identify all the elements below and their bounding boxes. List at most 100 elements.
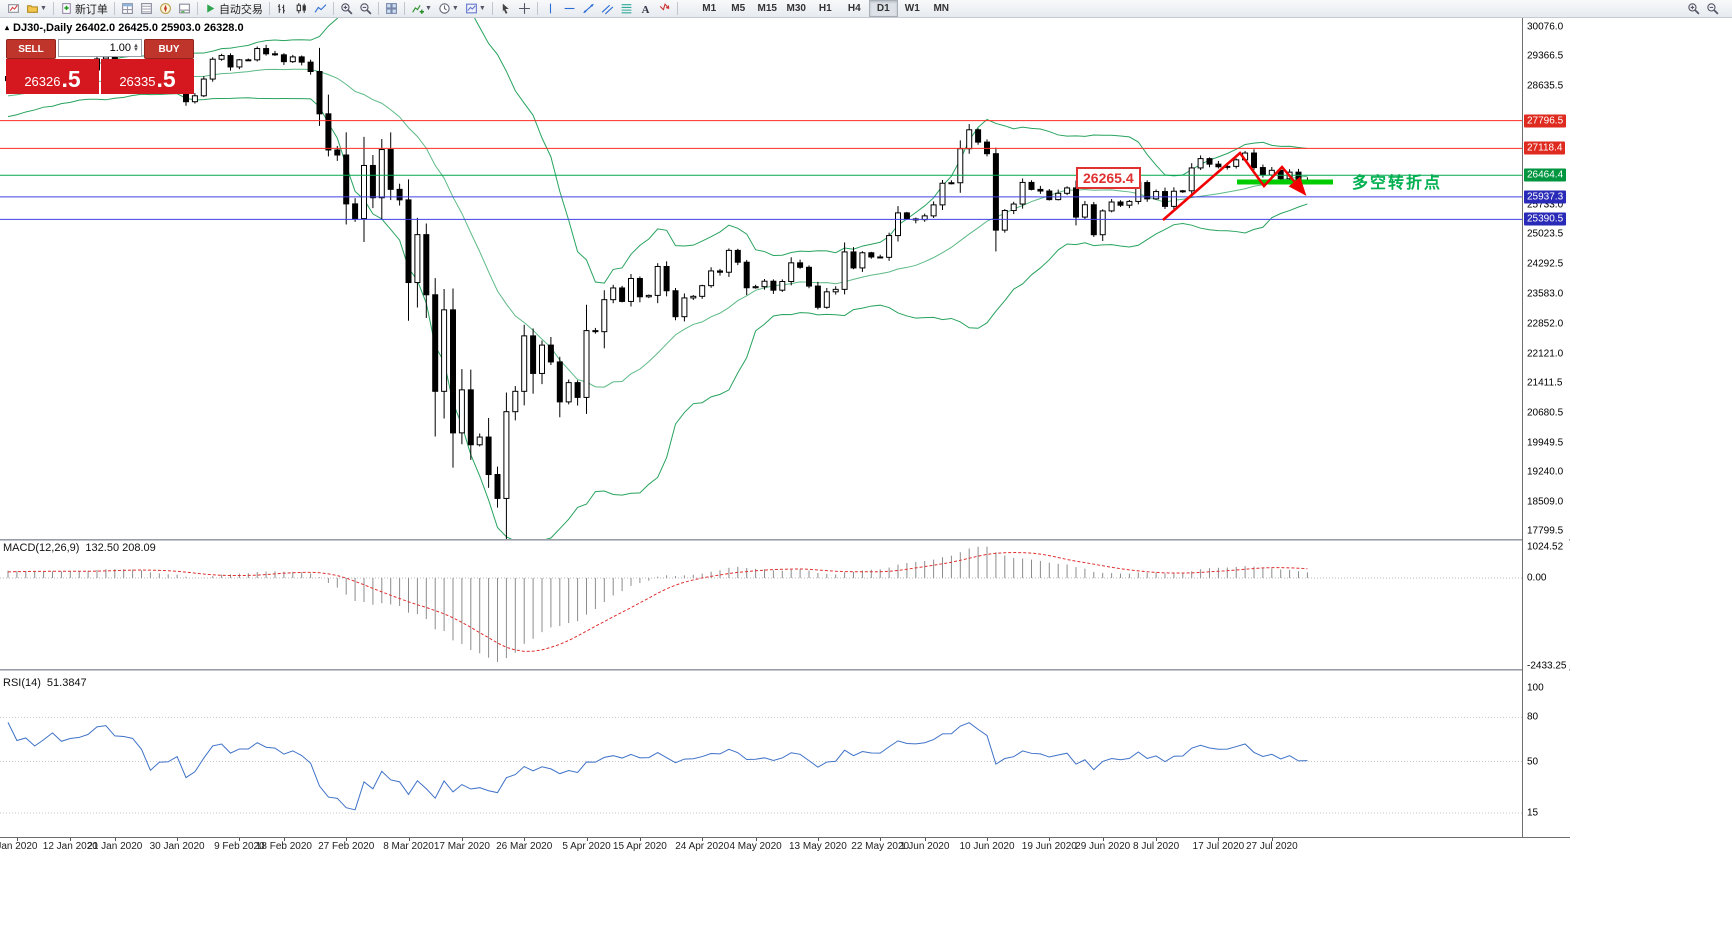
line-chart-button[interactable] xyxy=(311,0,330,18)
one-click-trading-panel: SELL 1.00 ▲ ▼ BUY 26326.5 26335.5 xyxy=(6,39,194,94)
time-tick xyxy=(639,838,641,841)
toolbar-separator xyxy=(403,2,405,15)
indicators-icon xyxy=(411,2,424,15)
chart-profiles-button[interactable]: ▼ xyxy=(23,0,50,18)
time-tick xyxy=(239,838,241,841)
volume-spinner[interactable]: ▲ ▼ xyxy=(133,43,139,53)
equidistant-channel-button[interactable] xyxy=(598,0,617,18)
time-tick xyxy=(880,838,882,841)
vertical-line-icon xyxy=(544,2,557,15)
buy-button[interactable]: BUY xyxy=(144,39,194,59)
zoom-out-button[interactable] xyxy=(356,0,375,18)
trendline-button[interactable] xyxy=(579,0,598,18)
macd-signal-line xyxy=(7,552,1308,652)
bar-chart-button[interactable] xyxy=(273,0,292,18)
sell-price[interactable]: 26326.5 xyxy=(6,59,99,94)
new-order-icon xyxy=(60,2,73,15)
tile-windows-button[interactable] xyxy=(382,0,401,18)
sell-button[interactable]: SELL xyxy=(6,39,56,59)
toolbar-separator xyxy=(377,2,379,15)
auto-trading-button[interactable]: 自动交易 xyxy=(201,0,266,18)
zigzag-arrow[interactable] xyxy=(1162,151,1307,221)
data-window-icon xyxy=(140,2,153,15)
svg-text:A: A xyxy=(641,4,649,15)
collapse-icon[interactable]: ▴ xyxy=(5,23,10,32)
text-label-icon: A xyxy=(639,2,652,15)
time-tick xyxy=(461,838,463,841)
macd-label: MACD(12,26,9) 132.50 208.09 xyxy=(3,542,156,554)
x-axis-label: 26 Mar 2020 xyxy=(496,841,553,852)
price-line-badge: 25390.5 xyxy=(1524,212,1567,226)
toolbar-separator xyxy=(332,2,334,15)
data-window-button[interactable] xyxy=(137,0,156,18)
rsi-axis-tick: 50 xyxy=(1527,756,1539,767)
horizontal-line-button[interactable] xyxy=(560,0,579,18)
y-axis-tick: 22852.0 xyxy=(1527,318,1564,330)
time-tick xyxy=(283,838,285,841)
timeframe-mn-button[interactable]: MN xyxy=(933,3,950,14)
price-chart[interactable] xyxy=(0,18,1522,539)
terminal-icon xyxy=(178,2,191,15)
x-axis-label: 13 May 2020 xyxy=(788,841,847,852)
toolbar-separator xyxy=(196,2,198,15)
time-tick xyxy=(408,838,410,841)
timeframe-bar: M1 M5 M15 M30 H1 H4 D1 W1 MN xyxy=(695,0,956,17)
timeframe-h1-button[interactable]: H1 xyxy=(818,3,832,14)
zoom-in-right-icon xyxy=(1687,2,1700,15)
indicators-button[interactable]: ▼ xyxy=(408,0,435,18)
panel-separator[interactable] xyxy=(0,539,1570,541)
macd-histogram xyxy=(7,546,1308,662)
cursor-button[interactable] xyxy=(496,0,515,18)
spinner-down-icon[interactable]: ▼ xyxy=(133,47,139,53)
buy-price[interactable]: 26335.5 xyxy=(101,59,194,94)
timeframe-w1-button[interactable]: W1 xyxy=(904,3,920,14)
vertical-line-button[interactable] xyxy=(541,0,560,18)
new-chart-button[interactable] xyxy=(4,0,23,18)
time-scale[interactable]: Jan 2020 12 Jan 2020 21 Jan 2020 30 Jan 202… xyxy=(0,837,1570,855)
time-tick xyxy=(1271,838,1273,841)
price-annotation[interactable]: 26265.4 xyxy=(1076,167,1141,189)
buy-price-main: 26335 xyxy=(119,74,156,89)
zoom-in-right-button[interactable] xyxy=(1684,0,1703,18)
spinner-up-icon[interactable]: ▲ xyxy=(133,43,139,49)
x-axis-label: 8 Jul 2020 xyxy=(1133,841,1180,852)
y-axis-tick: 25733.0 xyxy=(1527,199,1564,211)
macd-panel[interactable] xyxy=(0,541,1522,669)
line-chart-icon xyxy=(314,2,327,15)
panel-separator[interactable] xyxy=(0,669,1570,671)
bar-chart-icon xyxy=(276,2,289,15)
timeframe-d1-button[interactable]: D1 xyxy=(868,0,898,17)
rsi-axis-tick: 15 xyxy=(1527,807,1539,819)
time-tick xyxy=(114,838,116,841)
templates-button[interactable]: ▼ xyxy=(462,0,489,18)
turning-point-annotation[interactable]: 多空转折点 xyxy=(1352,175,1443,192)
price-scale[interactable]: 30076.0 29366.5 28635.5 25733.0 25023.5 24292… xyxy=(1522,18,1569,837)
y-axis-tick: 19240.0 xyxy=(1527,466,1564,478)
rsi-panel[interactable] xyxy=(0,671,1522,837)
candlestick-chart-button[interactable] xyxy=(292,0,311,18)
zoom-out-right-icon xyxy=(1706,2,1719,15)
navigator-button[interactable] xyxy=(156,0,175,18)
market-watch-button[interactable] xyxy=(118,0,137,18)
crosshair-button[interactable] xyxy=(515,0,534,18)
periods-button[interactable]: ▼ xyxy=(435,0,462,18)
timeframe-m1-button[interactable]: M1 xyxy=(702,3,717,14)
fibonacci-retracement-button[interactable] xyxy=(617,0,636,18)
navigator-icon xyxy=(159,2,172,15)
rsi-axis-tick: 80 xyxy=(1527,711,1539,723)
text-label-button[interactable]: A xyxy=(636,0,655,18)
zoom-in-button[interactable] xyxy=(337,0,356,18)
chart-window[interactable]: 30076.0 29366.5 28635.5 25733.0 25023.5 24292… xyxy=(0,18,1570,855)
zoom-out-right-button[interactable] xyxy=(1703,0,1722,18)
toolbar-separator xyxy=(491,2,493,15)
timeframe-h4-button[interactable]: H4 xyxy=(847,3,861,14)
new-order-button[interactable]: 新订单 xyxy=(57,0,111,18)
terminal-button[interactable] xyxy=(175,0,194,18)
timeframe-m30-button[interactable]: M30 xyxy=(786,3,806,14)
timeframe-m15-button[interactable]: M15 xyxy=(757,3,777,14)
x-axis-label: 24 Apr 2020 xyxy=(675,841,730,852)
arrow-tools-button[interactable] xyxy=(655,0,674,18)
volume-field[interactable]: 1.00 ▲ ▼ xyxy=(58,39,142,57)
timeframe-m5-button[interactable]: M5 xyxy=(731,3,746,14)
time-tick xyxy=(924,838,926,841)
